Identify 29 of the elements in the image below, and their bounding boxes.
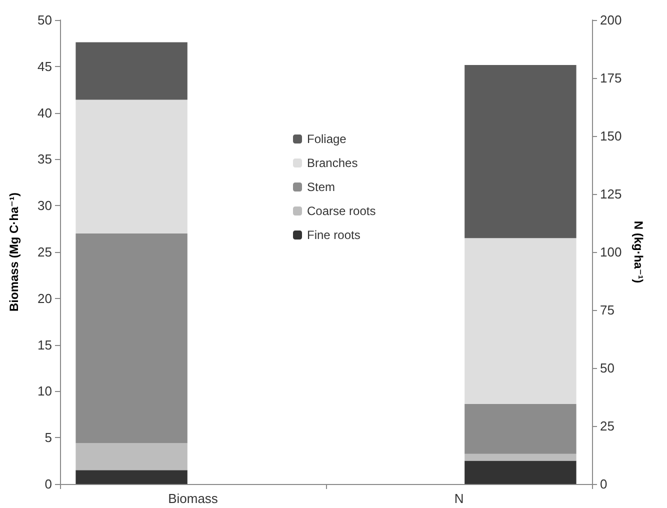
legend-label: Stem [307, 180, 336, 194]
y-tick-label: 15 [38, 337, 52, 352]
y-tick-label: 20 [38, 290, 52, 306]
y2-tick-label: 125 [600, 186, 622, 202]
y2-tick-label: 175 [600, 70, 622, 86]
y2-tick-label: 150 [600, 128, 622, 144]
legend-label: Branches [307, 156, 358, 170]
legend-label: Coarse roots [307, 204, 376, 218]
y-tick-label: 0 [44, 476, 52, 492]
y2-axis-title: N (kg·ha⁻¹) [632, 220, 646, 284]
y-tick-label: 45 [38, 58, 52, 74]
y2-tick-label: 0 [600, 476, 608, 492]
y-tick-label: 40 [38, 105, 52, 120]
legend-label: Fine roots [307, 228, 360, 242]
x-tick-label: Biomass [168, 491, 218, 506]
y-tick-label: 50 [38, 12, 52, 28]
y2-tick-label: 75 [600, 302, 614, 318]
y-tick-label: 25 [38, 244, 52, 260]
y-tick-label: 30 [38, 198, 52, 214]
y2-tick-label: 25 [600, 418, 614, 434]
y2-tick-label: 100 [600, 244, 622, 260]
y-tick-label: 5 [44, 430, 52, 446]
y-axis-title: Biomass (Mg C·ha⁻¹) [7, 192, 21, 312]
y2-tick-label: 200 [600, 12, 622, 28]
x-tick-label: N [454, 491, 464, 506]
y-tick-label: 10 [38, 384, 52, 399]
y2-tick-label: 50 [600, 360, 614, 376]
y-tick-label: 35 [38, 152, 52, 167]
legend-label: Foliage [307, 132, 347, 146]
